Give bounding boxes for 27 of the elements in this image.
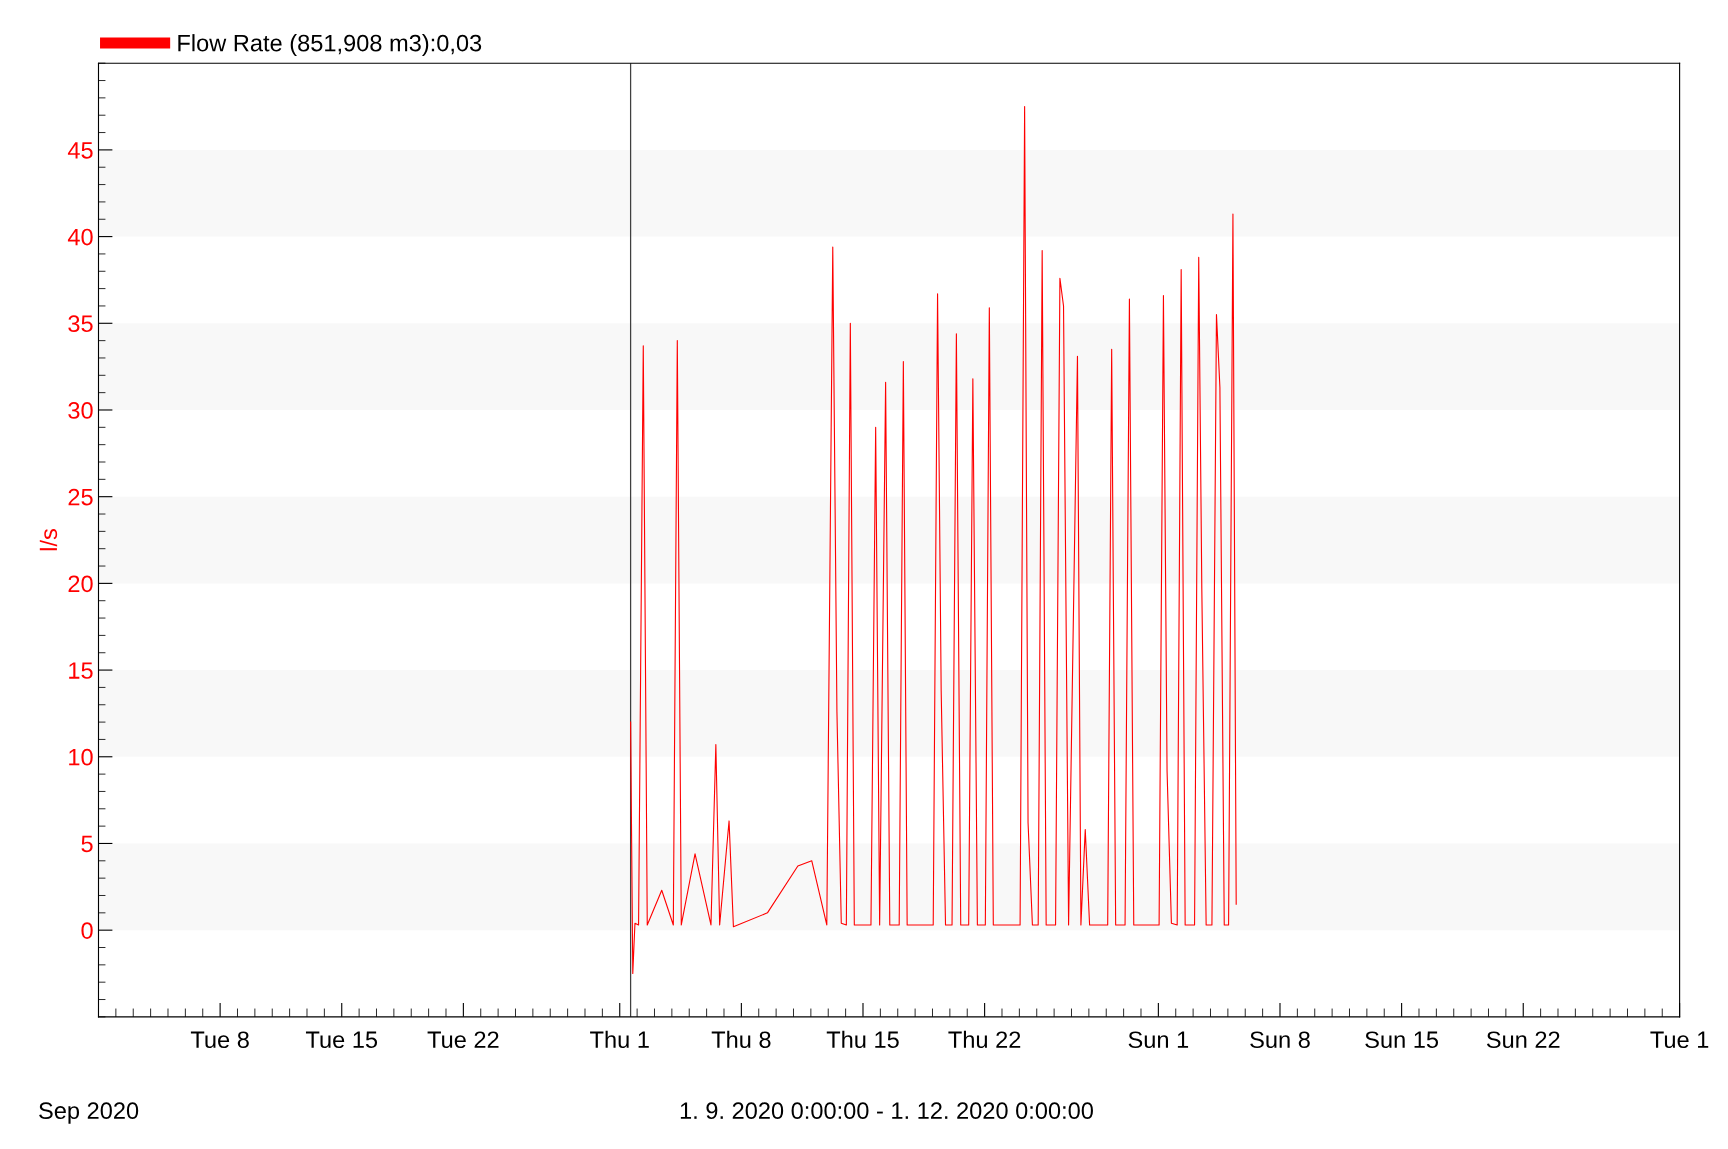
x-tick-label: Sun 22 — [1486, 1031, 1560, 1049]
x-tick-label: Sun 15 — [1365, 1031, 1439, 1049]
x-tick-label: Tue 1 — [1650, 1031, 1709, 1049]
y-tick-label: 40 — [67, 228, 93, 246]
x-tick-label: Tue 22 — [427, 1031, 499, 1049]
line-series — [630, 105, 1237, 975]
x-tick-label: Thu 15 — [826, 1030, 899, 1049]
y-tick-label: 25 — [68, 488, 93, 506]
y-tick-label: 15 — [69, 662, 93, 679]
y-tick-label: 5 — [81, 835, 93, 853]
x-tick-label: Sun 1 — [1128, 1031, 1189, 1049]
x-tick-label: Tue 8 — [190, 1031, 249, 1049]
y-tick-label: 10 — [69, 748, 93, 766]
y-tick-label: 20 — [68, 575, 93, 593]
x-tick-label: Thu 8 — [711, 1030, 771, 1049]
y-tick-label: 45 — [67, 142, 93, 159]
text: Sep 2020 — [39, 1102, 139, 1124]
x-tick-label: Thu 1 — [590, 1030, 649, 1049]
legend-label: Flow Rate (851,908 m3):0,03 — [178, 34, 482, 57]
y-tick-label: 35 — [68, 315, 93, 333]
x-tick-label: Tue 15 — [305, 1031, 378, 1049]
y-tick-label: 30 — [68, 402, 93, 419]
y-tick-label: 0 — [81, 922, 93, 939]
x-tick-label: Sun 8 — [1250, 1031, 1310, 1049]
text: 1. 9. 2020 0:00:00 - 1. 12. 2020 0:00:00 — [680, 1102, 1093, 1120]
y-axis-title: l/s — [39, 529, 58, 551]
x-tick-label: Thu 22 — [948, 1030, 1021, 1049]
